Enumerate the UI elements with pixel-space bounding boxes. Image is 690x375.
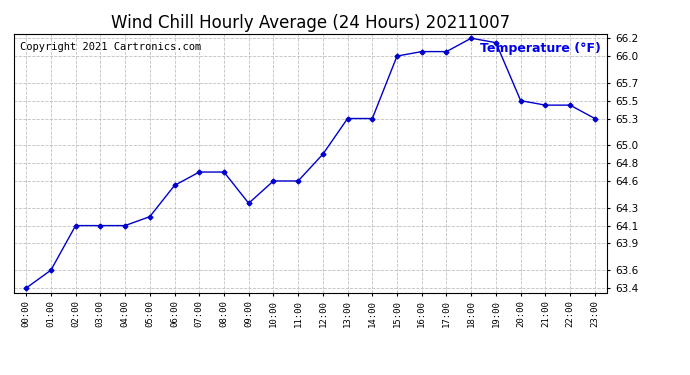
Title: Wind Chill Hourly Average (24 Hours) 20211007: Wind Chill Hourly Average (24 Hours) 202…	[111, 14, 510, 32]
Text: Copyright 2021 Cartronics.com: Copyright 2021 Cartronics.com	[20, 42, 201, 51]
Text: Temperature (°F): Temperature (°F)	[480, 42, 601, 54]
